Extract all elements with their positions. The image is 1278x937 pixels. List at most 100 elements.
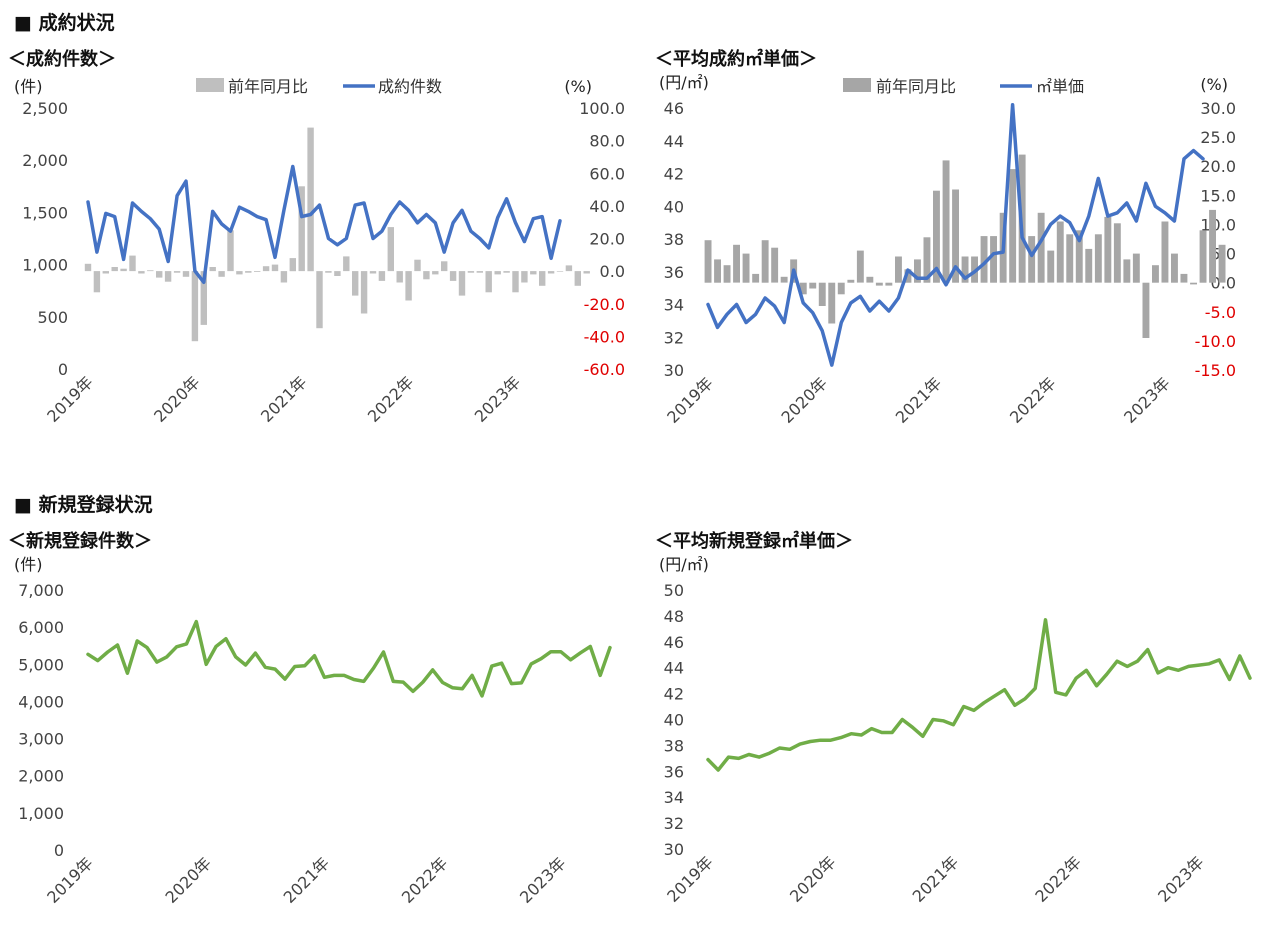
y-tick-label: 38 — [664, 230, 684, 249]
legend-line-label: ㎡単価 — [1036, 77, 1084, 96]
y-tick-label: 36 — [664, 762, 684, 781]
y-tick-label: 36 — [664, 263, 684, 282]
series-line — [86, 619, 612, 698]
y2-tick-label: 15.0 — [1200, 186, 1236, 205]
bar — [360, 271, 368, 314]
y-tick-label: 4,000 — [18, 692, 64, 711]
chart-c2: 46444240383634323030.025.020.015.010.05.… — [659, 73, 1236, 427]
y2-tick-label: -15.0 — [1195, 361, 1236, 380]
x-tick-label: 2020年 — [778, 373, 832, 427]
bar — [809, 282, 817, 289]
bar — [414, 259, 421, 272]
y-tick-label: 42 — [664, 165, 684, 184]
bar — [227, 230, 234, 272]
bar — [325, 271, 332, 273]
x-tick-label: 2023年 — [516, 853, 570, 907]
x-tick-label: 2020年 — [786, 852, 840, 906]
bar — [369, 271, 377, 274]
bar — [138, 271, 145, 274]
y-tick-label: 46 — [664, 633, 684, 652]
bar — [334, 271, 341, 276]
y-tick-label: 2,500 — [22, 99, 68, 118]
x-tick-label: 2021年 — [280, 853, 334, 907]
y-tick-label: 3,000 — [18, 730, 64, 749]
y-tick-label: 0 — [58, 360, 68, 379]
right-axis-unit: (%) — [1200, 75, 1228, 94]
y-tick-label: 48 — [664, 607, 684, 626]
legend-bar-label: 前年同月比 — [228, 77, 308, 96]
bar — [307, 127, 314, 272]
y-tick-label: 46 — [664, 99, 684, 118]
series-line — [86, 164, 562, 285]
y-tick-label: 44 — [664, 132, 684, 151]
bar — [530, 271, 537, 275]
y-tick-label: 38 — [664, 736, 684, 755]
bar — [182, 271, 190, 277]
x-tick-label: 2020年 — [161, 853, 215, 907]
x-tick-label: 2020年 — [150, 372, 204, 426]
x-tick-label: 2023年 — [471, 372, 525, 426]
bar — [147, 270, 154, 272]
bar — [1218, 244, 1226, 283]
bar — [723, 265, 731, 283]
bar — [405, 271, 412, 301]
bar — [191, 271, 199, 342]
bar — [512, 271, 519, 293]
y-tick-label: 2,000 — [18, 767, 64, 786]
bar — [942, 160, 950, 283]
bar — [990, 236, 997, 283]
bar — [503, 271, 510, 273]
left-axis-unit: (円/㎡) — [659, 555, 709, 574]
x-tick-label: 2022年 — [1031, 852, 1085, 906]
y-tick-label: 2,000 — [22, 151, 68, 170]
bar — [1056, 221, 1064, 283]
y-tick-label: 32 — [664, 814, 684, 833]
y-tick-label: 40 — [664, 197, 684, 216]
legend-bar-swatch — [843, 78, 871, 92]
y-tick-label: 40 — [664, 711, 684, 730]
x-tick-label: 2022年 — [398, 853, 452, 907]
bar — [1028, 236, 1036, 283]
series-line — [706, 102, 1205, 367]
chart-title-new-listing-count: ＜新規登録件数＞ — [8, 531, 152, 552]
y-tick-label: 7,000 — [18, 581, 64, 600]
bar — [1161, 221, 1169, 283]
bar — [1104, 216, 1112, 283]
bar — [980, 236, 988, 283]
section-title-contract: ■ 成約状況 — [14, 12, 115, 34]
bar — [704, 240, 712, 283]
bar — [837, 282, 845, 295]
y2-tick-label: 0.0 — [1211, 274, 1236, 293]
bar — [476, 271, 483, 273]
bar — [378, 271, 386, 281]
bar — [129, 255, 136, 272]
bar — [875, 282, 883, 286]
bar — [396, 271, 403, 283]
bar — [895, 256, 902, 283]
bar — [556, 271, 564, 272]
bar — [164, 271, 172, 282]
y2-tick-label: 30.0 — [1200, 99, 1236, 118]
bar — [111, 267, 118, 272]
bar — [271, 264, 279, 272]
bar — [245, 271, 252, 273]
bar — [84, 263, 92, 272]
bar — [120, 268, 127, 272]
bar — [1094, 234, 1102, 283]
x-tick-label: 2019年 — [663, 373, 717, 427]
bar — [1142, 282, 1150, 338]
y2-tick-label: -20.0 — [584, 295, 625, 314]
bar — [583, 271, 590, 274]
bar — [866, 276, 874, 283]
y2-tick-label: 60.0 — [589, 164, 625, 183]
chart-c3: 7,000 6,000 5,000 4,000 3,000 2,000 1,000 0 (件) 2… — [14, 555, 612, 907]
y2-tick-label: 25.0 — [1200, 128, 1236, 147]
x-tick-label: 2022年 — [364, 372, 418, 426]
y-tick-label: 34 — [664, 788, 684, 807]
bar — [298, 186, 305, 272]
bar — [952, 189, 959, 283]
bar — [280, 271, 288, 283]
bar — [1209, 209, 1216, 283]
left-axis-unit: (円/㎡) — [659, 73, 709, 92]
series-line — [706, 618, 1252, 772]
